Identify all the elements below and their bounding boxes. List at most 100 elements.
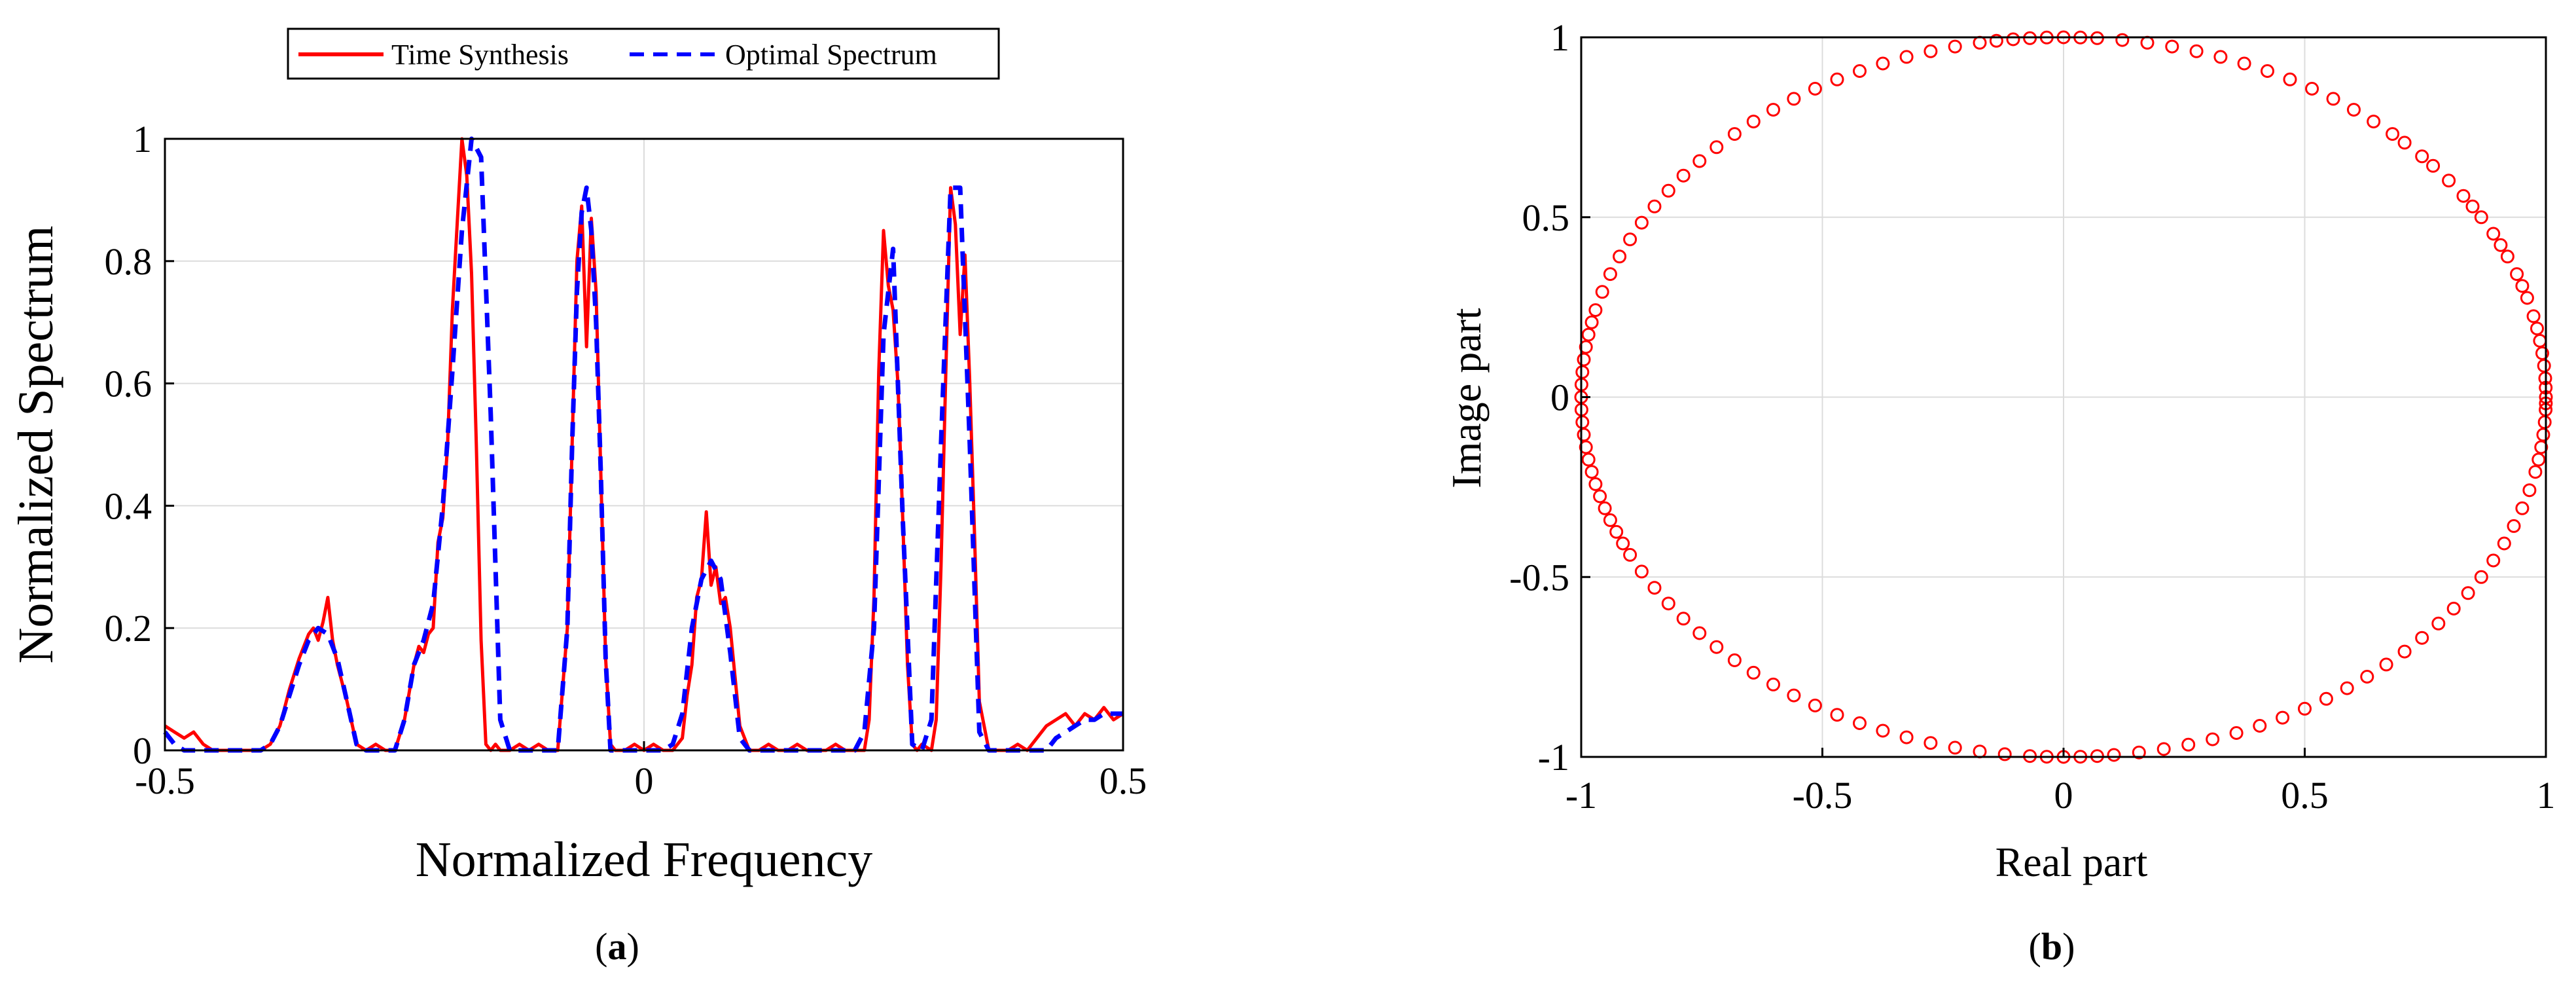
scatter-point [2276, 710, 2290, 725]
scatter-point [2397, 136, 2412, 150]
scatter-point [1830, 72, 1844, 86]
caption-b: (b) [2029, 925, 2075, 968]
scatter-point [2181, 737, 2196, 752]
scatter-point [2494, 238, 2508, 252]
plot-a-xtick-label: -0.5 [135, 760, 195, 802]
scatter-point [1692, 626, 1707, 640]
scatter-point [2500, 249, 2514, 264]
scatter-point [1923, 44, 1938, 58]
scatter-point [1609, 524, 1624, 539]
scatter-point [2397, 644, 2412, 659]
scatter-point [1853, 716, 1867, 730]
scatter-point [2431, 616, 2446, 631]
scatter-point [2531, 452, 2546, 467]
plot-a-ytick-label: 0.4 [105, 485, 152, 527]
scatter-point [2006, 32, 2020, 46]
scatter-point [1997, 747, 2012, 761]
scatter-point [2486, 227, 2501, 241]
scatter-point [2237, 56, 2251, 71]
legend-label-time-synthesis: Time Synthesis [391, 39, 569, 71]
scatter-point [2515, 279, 2530, 293]
scatter-point [2253, 719, 2267, 733]
scatter-point [2132, 745, 2146, 760]
scatter-point [1899, 730, 1914, 744]
scatter-point [2261, 64, 2274, 78]
caption-b-letter: b [2041, 925, 2062, 968]
scatter-point [1647, 581, 1662, 595]
scatter-point [2474, 210, 2488, 225]
scatter-point [1746, 665, 1761, 680]
scatter-point [2520, 291, 2534, 305]
panel-b: -1 -0.5 0 0.5 1 -1 -0.5 0 0.5 1 Real part Image p… [1443, 16, 2556, 968]
scatter-point [2367, 115, 2381, 129]
scatter-point [2298, 701, 2312, 716]
plot-a-ytick-label: 0 [133, 729, 152, 772]
scatter-point [1853, 64, 1867, 78]
plot-b-ytick-label: 1 [1550, 16, 1569, 59]
scatter-point [2507, 519, 2521, 533]
plot-b-ytick-label: 0 [1550, 376, 1569, 419]
scatter-point [1661, 596, 1675, 611]
scatter-point [2283, 72, 2297, 86]
scatter-point [2189, 44, 2204, 58]
scatter-point [1623, 232, 1637, 247]
scatter-point [1876, 724, 1890, 738]
scatter-point [2442, 174, 2456, 188]
scatter-point [2206, 732, 2220, 746]
scatter-point [1661, 183, 1675, 198]
scatter-point [2319, 691, 2333, 706]
scatter-point [2515, 501, 2530, 515]
scatter-point [1588, 303, 1603, 318]
scatter-point [1923, 736, 1938, 750]
plot-a-ytick-label: 0.6 [105, 363, 152, 405]
plot-a-ytick-label: 1 [133, 118, 152, 160]
scatter-point [1634, 564, 1649, 579]
scatter-point [2461, 586, 2475, 600]
scatter-point [1899, 50, 1914, 64]
scatter-point [1595, 285, 1609, 299]
scatter-point [1830, 708, 1844, 722]
scatter-point [1746, 115, 1761, 129]
scatter-point [2415, 631, 2429, 645]
scatter-point [1588, 477, 1603, 491]
scatter-point [1581, 327, 1596, 342]
plot-a-xtick-label: 0 [635, 760, 654, 802]
plot-a-xlabel: Normalized Frequency [416, 832, 873, 887]
scatter-point [1948, 741, 1962, 755]
legend: Time Synthesis Optimal Spectrum [287, 28, 1000, 80]
scatter-point [2465, 199, 2480, 213]
scatter-point [2530, 321, 2544, 336]
scatter-point [2510, 267, 2524, 282]
plot-b-xtick-label: -1 [1565, 774, 1597, 816]
plot-a-ylabel: Normalized Spectrum [9, 225, 63, 663]
scatter-point [2522, 483, 2537, 498]
scatter-point [1577, 428, 1591, 442]
scatter-point [2386, 127, 2400, 141]
plot-b-xtick-label: 0.5 [2281, 774, 2329, 816]
scatter-point [1598, 501, 1612, 515]
scatter-point [1808, 82, 1822, 96]
scatter-point [1709, 640, 1724, 654]
scatter-point [1876, 56, 1890, 71]
scatter-point [2528, 465, 2543, 479]
scatter-point [1579, 340, 1593, 354]
scatter-point [1692, 154, 1707, 168]
scatter-point [2379, 657, 2393, 672]
scatter-point [1676, 168, 1690, 183]
scatter-point [2213, 50, 2228, 64]
scatter-point [1709, 140, 1724, 155]
plot-b-ylabel: Image part [1443, 308, 1490, 488]
scatter-point [1676, 612, 1690, 626]
scatter-point [2456, 189, 2471, 203]
scatter-point [1787, 92, 1801, 106]
scatter-point [1584, 315, 1599, 329]
scatter-point [1766, 677, 1780, 691]
scatter-point [2165, 39, 2179, 54]
scatter-point [1603, 267, 1617, 282]
caption-a-letter: a [608, 925, 627, 968]
scatter-point [2107, 748, 2121, 762]
scatter-point [2497, 536, 2511, 551]
plot-b-ytick-label: 0.5 [1522, 196, 1570, 239]
scatter-point [1766, 103, 1780, 117]
plot-a-xtick-label: 0.5 [1100, 760, 1147, 802]
